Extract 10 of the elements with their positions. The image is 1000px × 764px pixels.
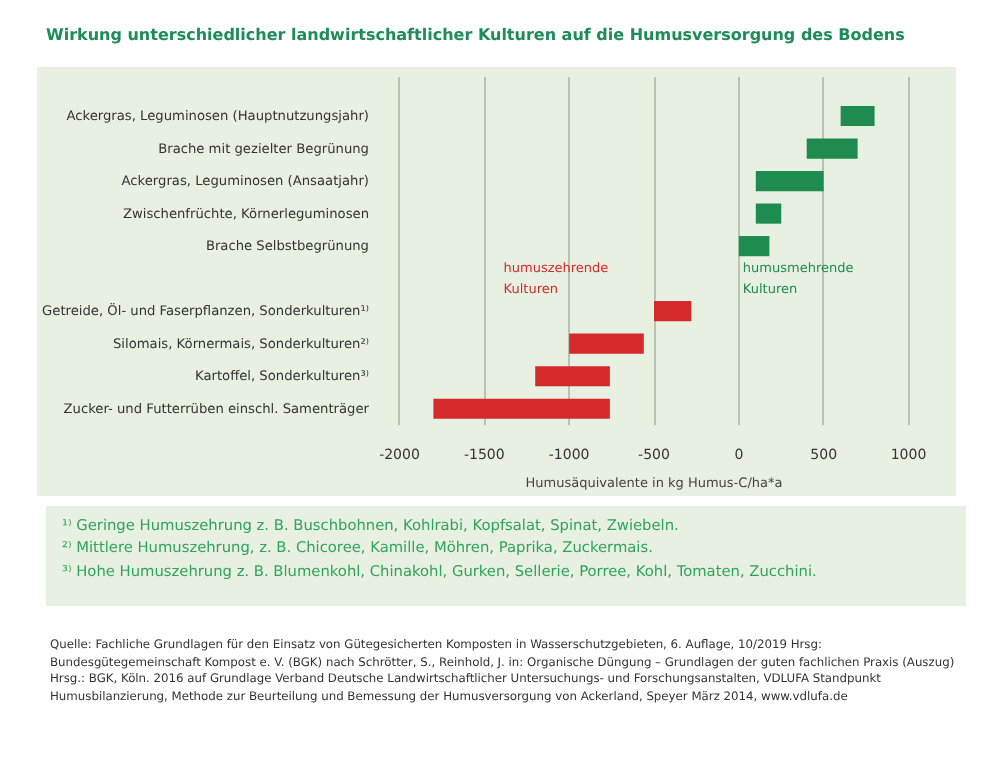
bar: [840, 105, 875, 127]
bar: [755, 203, 782, 224]
bar: [654, 301, 692, 322]
bar: [569, 333, 644, 354]
bar: [738, 236, 770, 257]
bar: [535, 366, 610, 387]
bar: [806, 138, 858, 159]
bar: [433, 398, 610, 419]
chart-title: Wirkung unterschiedlicher landwirtschaftlicher Kulturen auf die Humusversorgung des Bodens: [46, 24, 905, 47]
bar: [755, 170, 824, 192]
